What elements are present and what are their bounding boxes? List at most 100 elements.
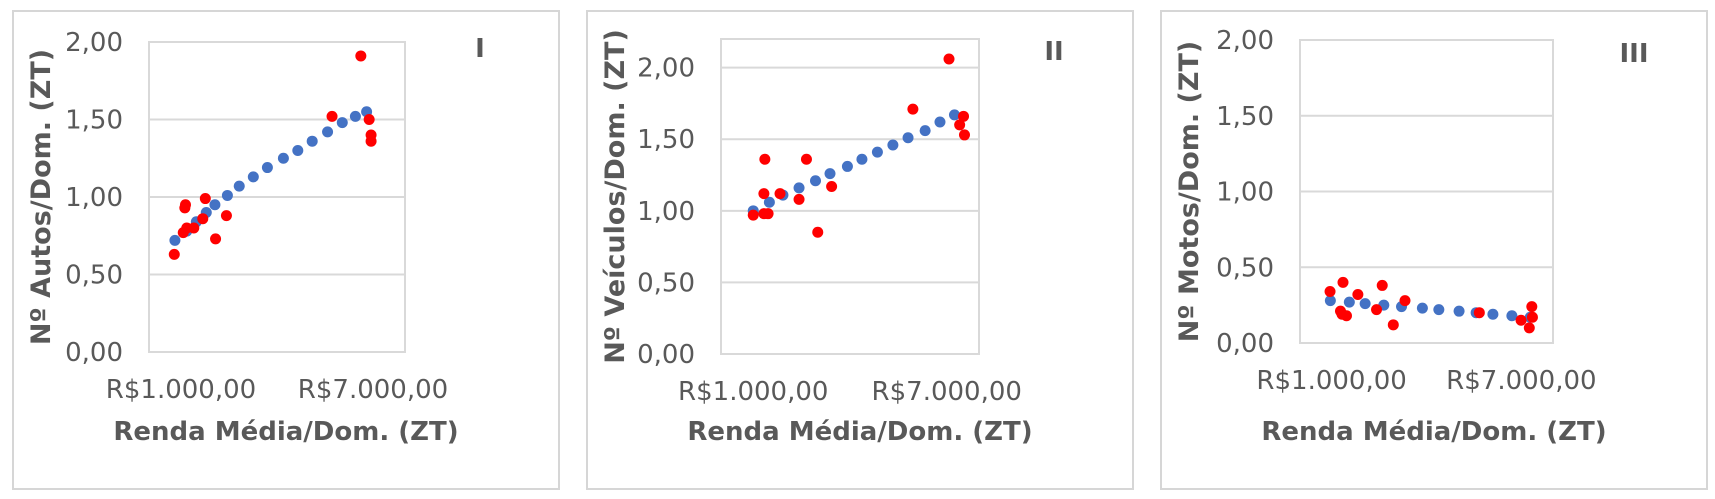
y-tick-label-ii-1: 0,50 — [637, 268, 695, 298]
x-axis-title-iii: Renda Média/Dom. (ZT) — [1261, 417, 1606, 447]
observed-point-i-9 — [220, 210, 232, 222]
fitted-point-ii-4 — [809, 175, 821, 187]
panel-label-i: I — [475, 34, 485, 64]
fitted-point-iii-7 — [1453, 305, 1465, 317]
observed-point-ii-10 — [907, 103, 919, 115]
x-tick-label-iii-0: R$1.000,00 — [1256, 366, 1406, 396]
observed-point-ii-14 — [958, 129, 970, 141]
fitted-point-ii-13 — [948, 109, 960, 121]
observed-point-i-7 — [199, 193, 211, 205]
fitted-point-i-10 — [292, 145, 304, 156]
fitted-point-i-5 — [221, 189, 233, 201]
fitted-point-i-6 — [233, 180, 245, 192]
y-tick-label-iii-2: 1,00 — [1216, 178, 1274, 208]
fitted-point-iii-5 — [1416, 302, 1428, 314]
fitted-point-ii-1 — [763, 196, 775, 208]
fitted-point-iii-10 — [1506, 310, 1518, 322]
y-tick-label-iii-3: 1,50 — [1216, 102, 1274, 132]
y-tick-label-iii-1: 0,50 — [1216, 253, 1274, 283]
fitted-point-i-4 — [209, 199, 221, 211]
fitted-point-ii-9 — [887, 139, 899, 151]
observed-point-ii-4 — [762, 208, 774, 220]
observed-point-iii-10 — [1473, 307, 1485, 319]
observed-point-ii-6 — [793, 193, 805, 205]
observed-point-iii-7 — [1376, 279, 1388, 291]
observed-point-i-3 — [179, 199, 191, 211]
y-tick-label-iii-0: 0,00 — [1216, 329, 1274, 359]
observed-point-ii-11 — [943, 53, 955, 65]
observed-point-ii-7 — [800, 153, 812, 165]
y-tick-label-ii-3: 1,50 — [637, 125, 695, 155]
y-tick-label-ii-0: 0,00 — [637, 340, 695, 370]
y-tick-label-i-4: 2,00 — [65, 28, 123, 58]
fitted-point-i-8 — [261, 162, 273, 174]
observed-point-iii-4 — [1340, 310, 1352, 322]
observed-point-iii-6 — [1371, 304, 1383, 316]
y-tick-label-i-0: 0,00 — [65, 338, 123, 368]
fitted-point-i-12 — [322, 126, 334, 138]
y-axis-title-i: Nº Autos/Dom. (ZT) — [26, 49, 57, 345]
observed-point-ii-12 — [954, 119, 966, 131]
observed-point-iii-3 — [1337, 276, 1349, 288]
x-tick-label-i-1: R$7.000,00 — [298, 375, 448, 405]
observed-point-iii-11 — [1515, 314, 1527, 326]
x-axis-title-ii: Renda Média/Dom. (ZT) — [687, 417, 1032, 447]
chart-panel-ii: 0,00 0,50 1,00 1,50 2,00 R$1.000,00 R$7.000,00… — [586, 10, 1134, 490]
observed-point-iii-13 — [1526, 301, 1538, 313]
observed-point-iii-14 — [1526, 311, 1538, 323]
observed-point-i-5 — [188, 222, 200, 234]
observed-point-i-8 — [210, 233, 222, 245]
y-tick-label-iii-4: 2,00 — [1216, 26, 1274, 56]
fitted-point-ii-12 — [934, 116, 946, 128]
fitted-point-iii-6 — [1433, 304, 1445, 316]
observed-point-ii-1 — [758, 188, 770, 200]
observed-point-ii-3 — [759, 153, 771, 165]
fitted-point-ii-5 — [824, 168, 836, 180]
y-tick-label-i-3: 1,50 — [65, 106, 123, 136]
x-tick-label-iii-1: R$7.000,00 — [1446, 366, 1596, 396]
x-axis-title-i: Renda Média/Dom. (ZT) — [113, 417, 458, 447]
observed-point-iii-8 — [1387, 319, 1399, 331]
y-axis-title-ii: Nº Veículos/Dom. (ZT) — [600, 29, 631, 364]
observed-point-ii-8 — [812, 226, 824, 238]
observed-point-i-12 — [363, 114, 375, 125]
observed-point-iii-0 — [1324, 285, 1336, 297]
scatter-plot-i: 0,00 0,50 1,00 1,50 2,00 R$1.000,00 R$7.000,00… — [26, 28, 485, 447]
observed-point-i-6 — [197, 213, 209, 225]
fitted-point-i-0 — [169, 234, 181, 246]
y-tick-label-i-1: 0,50 — [65, 261, 123, 291]
fitted-point-i-13 — [336, 117, 348, 129]
x-tick-label-ii-0: R$1.000,00 — [678, 377, 828, 407]
observed-point-i-14 — [365, 135, 377, 147]
y-tick-label-i-2: 1,00 — [65, 183, 123, 213]
fitted-point-iii-2 — [1359, 298, 1371, 310]
fitted-point-ii-7 — [856, 153, 868, 165]
observed-point-i-11 — [355, 50, 367, 62]
observed-point-iii-5 — [1352, 289, 1364, 301]
fitted-point-ii-10 — [902, 132, 914, 144]
x-tick-label-ii-1: R$7.000,00 — [872, 377, 1022, 407]
observed-point-ii-13 — [958, 110, 970, 122]
fitted-point-ii-8 — [871, 146, 883, 158]
observed-point-iii-9 — [1399, 295, 1411, 307]
fitted-point-iii-9 — [1487, 308, 1499, 320]
panel-label-ii: II — [1044, 37, 1063, 67]
fitted-point-i-9 — [277, 152, 289, 164]
observed-point-ii-9 — [826, 180, 838, 192]
fitted-point-ii-6 — [841, 160, 853, 172]
x-tick-label-i-0: R$1.000,00 — [106, 375, 256, 405]
observed-point-iii-12 — [1523, 322, 1535, 334]
scatter-plot-iii: 0,00 0,50 1,00 1,50 2,00 R$1.000,00 R$7.000,00… — [1174, 26, 1649, 447]
y-tick-label-ii-4: 2,00 — [637, 54, 695, 84]
fitted-point-ii-3 — [793, 182, 805, 194]
fitted-point-i-11 — [306, 135, 318, 147]
fitted-point-iii-1 — [1343, 296, 1355, 308]
fitted-point-ii-11 — [919, 125, 931, 137]
scatter-plot-ii: 0,00 0,50 1,00 1,50 2,00 R$1.000,00 R$7.000,00… — [600, 29, 1064, 447]
chart-panel-iii: 0,00 0,50 1,00 1,50 2,00 R$1.000,00 R$7.000,00… — [1160, 10, 1708, 490]
panel-label-iii: III — [1619, 39, 1648, 69]
observed-point-ii-5 — [774, 188, 786, 200]
observed-point-i-0 — [168, 248, 180, 260]
observed-point-i-10 — [326, 110, 338, 122]
y-tick-label-ii-2: 1,00 — [637, 197, 695, 227]
